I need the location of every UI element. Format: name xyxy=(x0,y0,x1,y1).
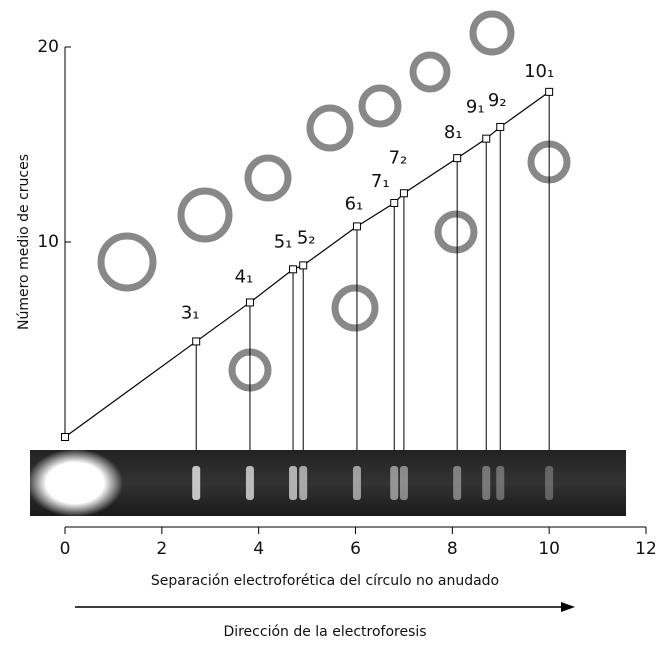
x-tick-label: 10 xyxy=(538,539,560,559)
data-point xyxy=(245,298,254,307)
gel-band xyxy=(399,466,408,500)
gel-band xyxy=(496,466,505,500)
point-label: 8₁ xyxy=(444,122,463,143)
gel-band xyxy=(390,466,399,500)
gel xyxy=(30,450,626,516)
point-label: 10₁ xyxy=(524,61,554,82)
knot-images xyxy=(97,10,571,392)
y-axis-label: Número medio de cruces xyxy=(16,154,32,330)
point-label: 5₁ xyxy=(274,231,293,252)
data-point xyxy=(61,433,69,441)
x-tick-label: 0 xyxy=(60,539,71,559)
x-axis-label: Separación electroforética del círculo n… xyxy=(151,573,499,589)
direction-label: Dirección de la electroforesis xyxy=(223,624,426,640)
x-tick-label: 2 xyxy=(156,539,167,559)
gel-well xyxy=(27,449,123,517)
arrow-head xyxy=(561,602,575,612)
x-tick-label: 6 xyxy=(350,539,361,559)
point-label: 7₁ xyxy=(371,171,390,192)
data-point xyxy=(453,154,462,163)
point-label: 3₁ xyxy=(181,302,200,323)
gel-band xyxy=(453,466,462,500)
point-label: 6₁ xyxy=(345,193,364,214)
data-point xyxy=(496,122,505,131)
point-label: 9₁ xyxy=(466,97,485,118)
gel-band xyxy=(289,466,298,500)
gel-band xyxy=(352,466,361,500)
data-point xyxy=(299,261,308,270)
data-point xyxy=(545,87,554,96)
point-label: 4₁ xyxy=(235,266,254,287)
y-tick-label: 10 xyxy=(37,232,59,252)
y-tick-label: 20 xyxy=(37,37,59,57)
data-point xyxy=(352,222,361,231)
point-label: 5₂ xyxy=(297,227,316,248)
x-tick-label: 12 xyxy=(635,539,657,559)
data-point xyxy=(482,134,491,143)
gel-band xyxy=(545,466,554,500)
point-label: 7₂ xyxy=(389,147,408,168)
x-tick-label: 4 xyxy=(253,539,264,559)
x-tick-label: 8 xyxy=(447,539,458,559)
gel-band xyxy=(245,466,254,500)
gel-band xyxy=(192,466,201,500)
data-point xyxy=(289,265,298,274)
data-point xyxy=(390,199,399,207)
gel-band xyxy=(482,466,491,500)
point-label: 9₂ xyxy=(488,90,507,111)
gel-band xyxy=(299,466,308,500)
data-point xyxy=(192,337,201,346)
data-point xyxy=(399,189,408,198)
